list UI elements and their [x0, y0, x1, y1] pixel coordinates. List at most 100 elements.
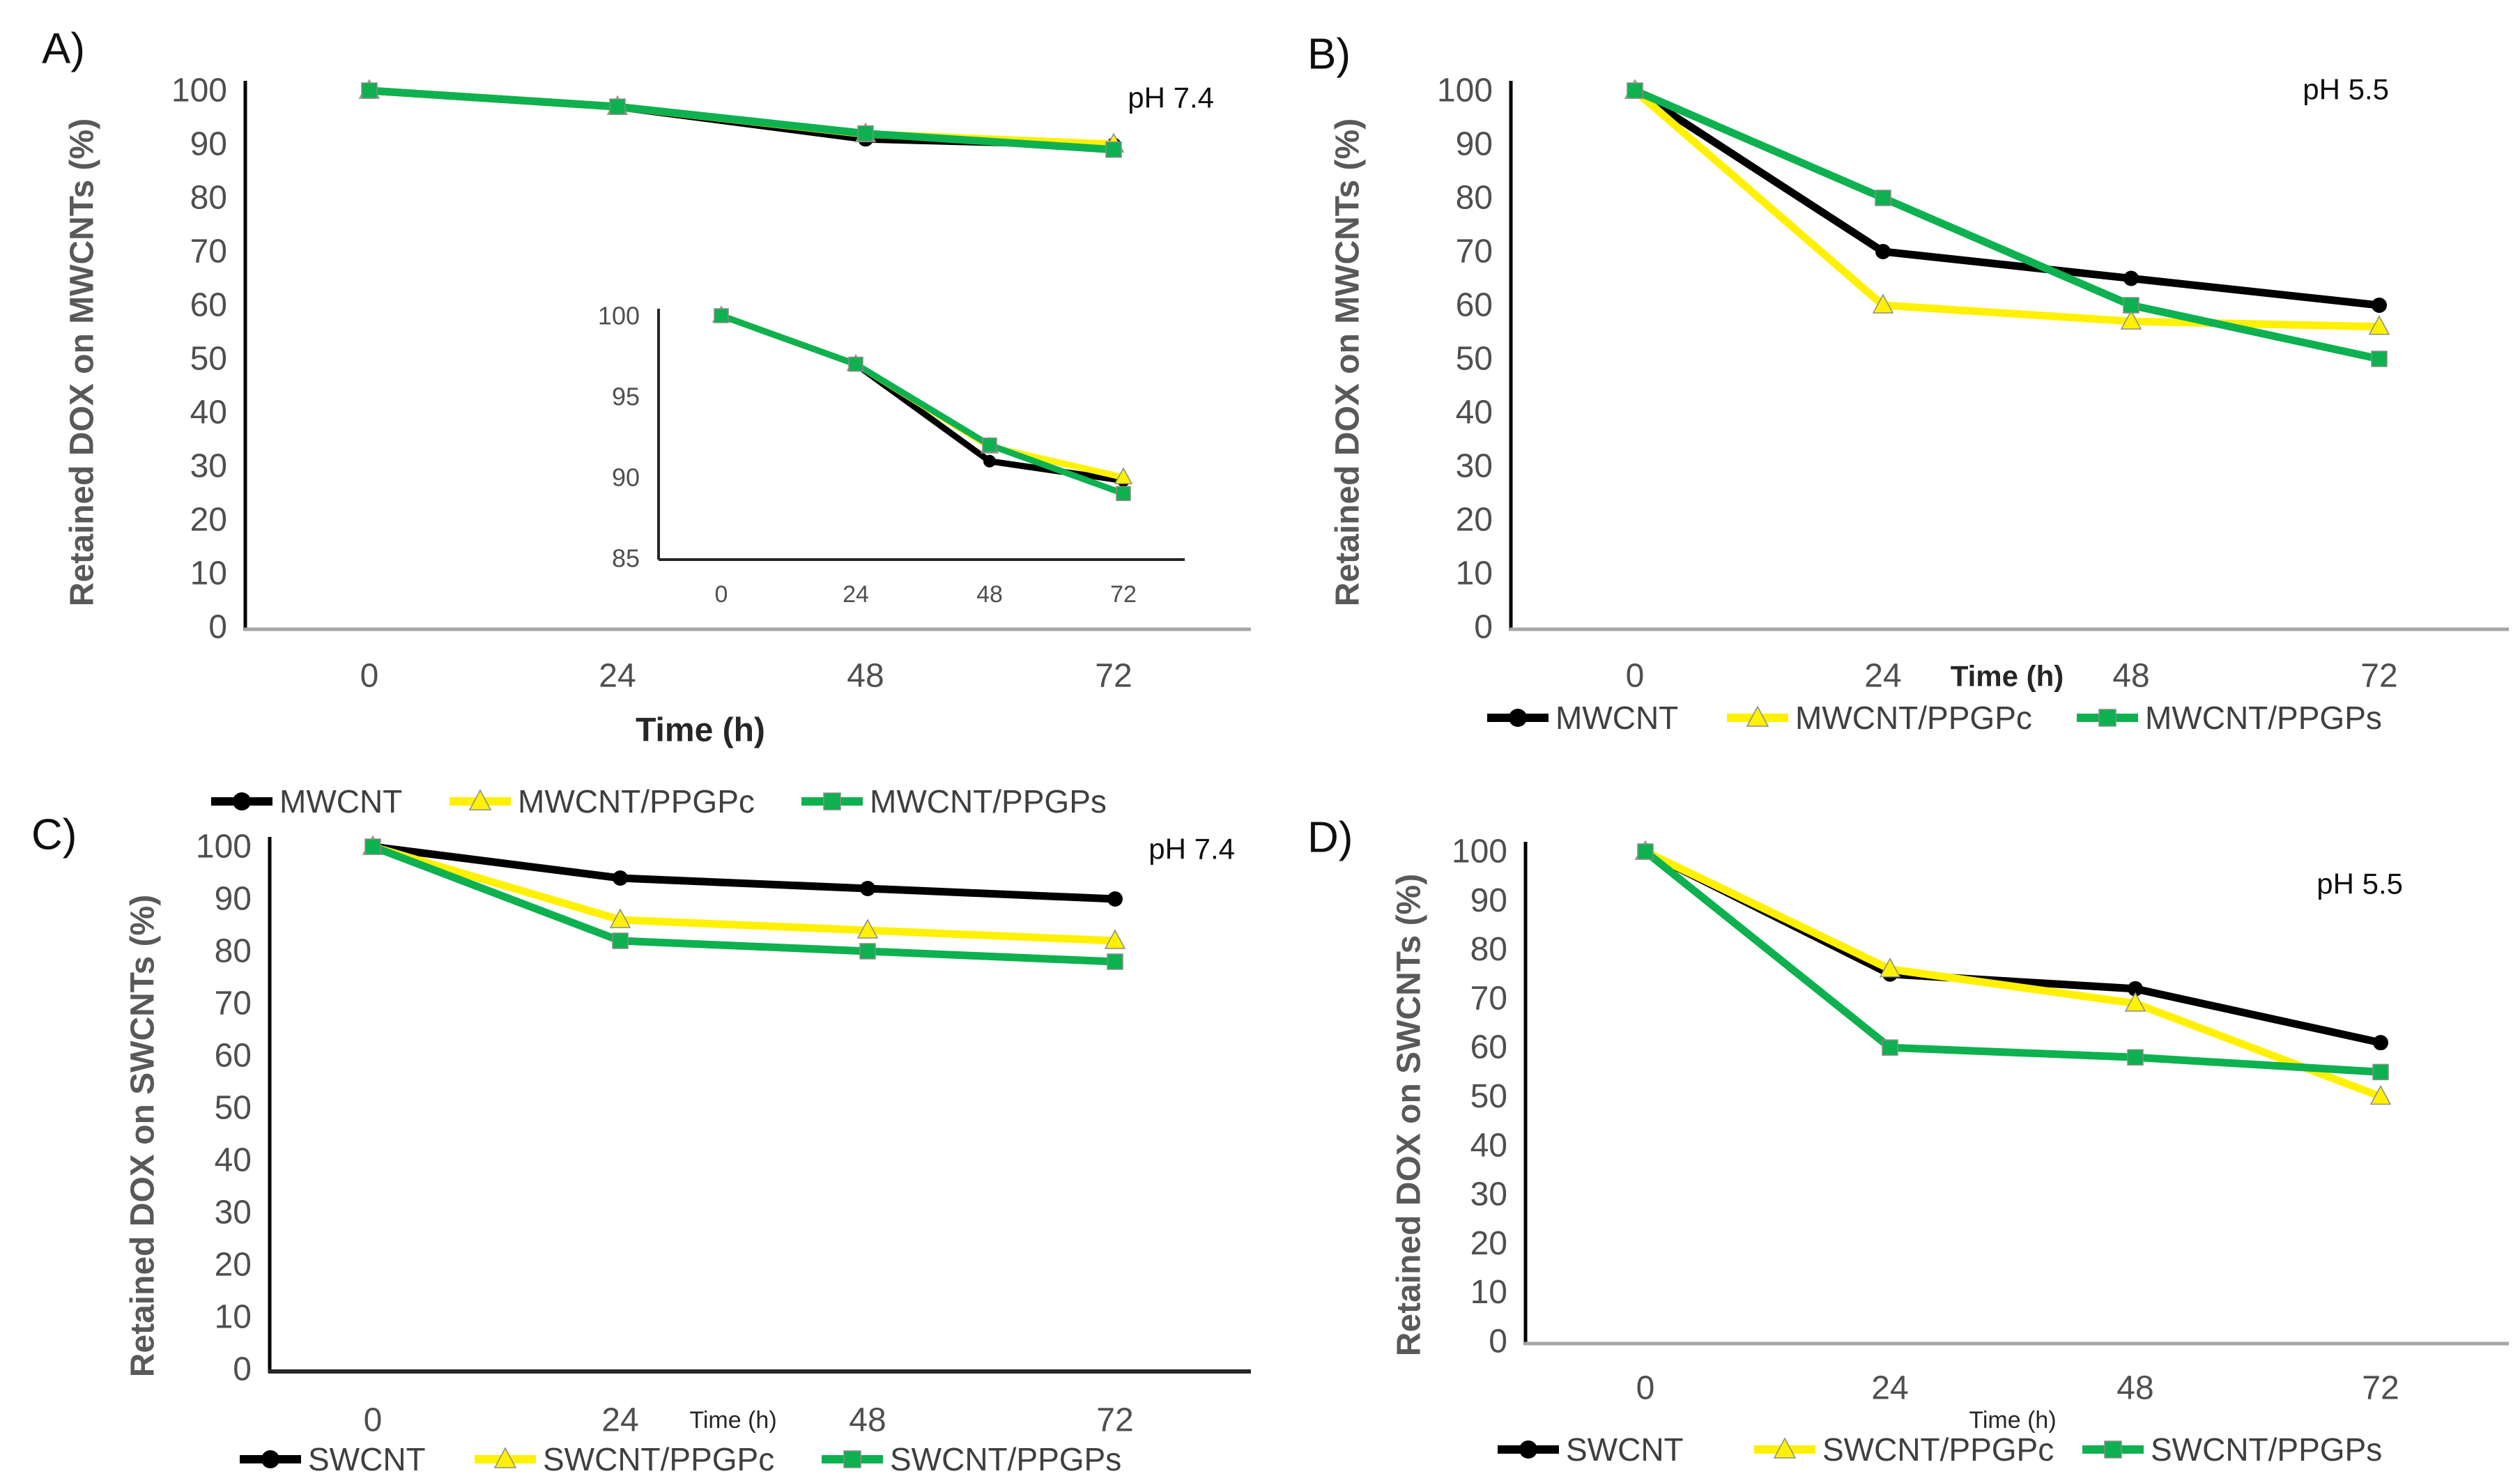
- panel-c-y-tick-label: 30: [215, 1194, 252, 1231]
- panel-a-inset-series-line-2: [718, 312, 1127, 497]
- panel-b-y-tick-label: 90: [1456, 126, 1493, 163]
- panel-a-legend-triangle-marker: [468, 789, 492, 810]
- panel-a-y-axis-title: Retained DOX on MWCNTs (%): [64, 118, 101, 606]
- panel-a-series-marker-2: [1105, 141, 1122, 158]
- panel-a-inset-x-tick-label: 0: [715, 581, 728, 608]
- panel-b-legend-label-1: MWCNT/PPGPc: [1795, 700, 2032, 736]
- panel-a-legend-square-marker: [823, 792, 841, 810]
- panel-d-y-tick-label: 30: [1470, 1176, 1507, 1213]
- panel-d-x-axis-title: Time (h): [1969, 1407, 2056, 1433]
- panel-c-series-line-1: [369, 843, 1119, 945]
- panel-d-series-marker-1: [2124, 992, 2146, 1012]
- panel-c-y-tick-label: 0: [233, 1351, 252, 1388]
- panel-a-legend-label-0: MWCNT: [279, 783, 402, 820]
- panel-c-x-tick-label: 48: [849, 1402, 886, 1439]
- panel-c-y-tick-label: 100: [196, 829, 252, 866]
- panel-b-y-tick-label: 80: [1456, 180, 1493, 217]
- panel-b-series-marker-0: [1875, 244, 1891, 259]
- panel-b-legend-label-0: MWCNT: [1555, 700, 1678, 736]
- panel-a-inset-series-marker-2: [848, 356, 863, 372]
- panel-d-series-marker-1: [2369, 1084, 2392, 1105]
- panel-d-y-tick-label: 40: [1470, 1127, 1507, 1164]
- panel-b-y-tick-label: 50: [1456, 341, 1493, 378]
- panel-b-label: B): [1307, 31, 1351, 79]
- panel-b-series-marker-0: [2123, 270, 2139, 286]
- panel-c-y-tick-label: 20: [215, 1247, 252, 1284]
- panel-c-series-line-2: [369, 843, 1119, 966]
- panel-c-legend-label-2: SWCNT/PPGPs: [890, 1441, 1121, 1476]
- panel-b-series-line-2: [1631, 86, 2383, 363]
- panel-b-series-marker-1: [1872, 293, 1894, 314]
- panel-c-y-axis-title: Retained DOX on SWCNTs (%): [125, 895, 162, 1377]
- panel-a-legend-label-1: MWCNT/PPGPc: [518, 783, 755, 820]
- panel-d-series-marker-2: [1637, 843, 1654, 860]
- panel-b-x-axis-title: Time (h): [1951, 660, 2064, 693]
- panel-b-x-tick-label: 48: [2112, 658, 2149, 695]
- panel-c-series-marker-2: [612, 932, 629, 949]
- panel-c-series-marker-1: [609, 908, 631, 928]
- panel-d-y-tick-label: 90: [1470, 882, 1507, 919]
- panel-d-series-line-0: [1641, 847, 2385, 1047]
- panel-a-inset-series-marker-2: [982, 437, 997, 453]
- panel-a-y-tick-label: 100: [171, 72, 227, 109]
- panel-a-y-tick-label: 70: [190, 233, 227, 270]
- panel-b-series-marker-0: [2372, 298, 2387, 313]
- panel-d-series-marker-2: [2372, 1063, 2389, 1081]
- panel-c-y-tick-label: 90: [215, 881, 252, 918]
- panel-c-y-tick-label: 60: [215, 1038, 252, 1075]
- panel-d-label: D): [1307, 814, 1353, 862]
- panel-a-x-tick-label: 48: [847, 658, 884, 695]
- panel-d-y-tick-label: 100: [1452, 833, 1507, 870]
- panel-b-y-tick-label: 100: [1437, 72, 1493, 109]
- panel-b-series-marker-2: [2371, 351, 2388, 367]
- panel-c-legend-label-1: SWCNT/PPGPc: [543, 1441, 774, 1476]
- panel-a-series-marker-2: [361, 82, 378, 99]
- panel-b-ph-annotation: pH 5.5: [2303, 73, 2389, 106]
- panel-d-series-line-2: [1641, 847, 2385, 1076]
- panel-a-y-tick-label: 40: [190, 394, 227, 431]
- panel-d-series-line-1: [1641, 847, 2385, 1100]
- panel-b-series-line-0: [1631, 86, 2383, 309]
- panel-d-legend-circle-marker: [1519, 1440, 1537, 1459]
- panel-a-inset-y-tick-label: 100: [598, 302, 640, 330]
- panel-b-series-line-1: [1631, 86, 2383, 331]
- panel-b-y-tick-label: 70: [1456, 233, 1493, 270]
- panel-c-legend-square-marker: [843, 1450, 861, 1468]
- panel-b-y-tick-label: 60: [1456, 287, 1493, 324]
- panel-c-y-tick-label: 80: [215, 933, 252, 970]
- panel-a-y-tick-label: 60: [190, 287, 227, 324]
- panel-d-y-tick-label: 0: [1489, 1323, 1507, 1360]
- panel-d-legend-label-2: SWCNT/PPGPs: [2151, 1431, 2382, 1468]
- panel-c-series-marker-2: [1107, 953, 1123, 970]
- panel-a-y-tick-label: 50: [190, 341, 227, 378]
- panel-c-y-tick-label: 70: [215, 985, 252, 1022]
- panel-c-legend-label-0: SWCNT: [308, 1441, 426, 1476]
- panel-a-inset-series-marker-2: [1116, 486, 1131, 501]
- panel-a-x-axis-title: Time (h): [636, 712, 765, 749]
- panel-b-legend-square-marker: [2098, 709, 2116, 727]
- panel-a-series-marker-2: [609, 98, 626, 115]
- panel-c-x-tick-label: 0: [364, 1402, 383, 1439]
- panel-a-inset-x-tick-label: 72: [1110, 581, 1137, 608]
- panel-b-x-tick-label: 24: [1864, 658, 1901, 695]
- panel-b-y-tick-label: 0: [1474, 609, 1493, 646]
- panel-d-x-tick-label: 24: [1871, 1370, 1908, 1407]
- panel-d-series-marker-1: [1879, 958, 1901, 978]
- panel-c-series-marker-2: [364, 838, 381, 855]
- panel-d-legend-triangle-marker: [1773, 1437, 1797, 1459]
- panel-b-series-marker-1: [2120, 309, 2142, 330]
- panel-b-y-tick-label: 40: [1456, 394, 1493, 431]
- panel-d-y-tick-label: 20: [1470, 1225, 1507, 1262]
- panel-c-series-marker-1: [1104, 929, 1126, 949]
- panel-c-series-marker-1: [856, 918, 879, 939]
- panel-a-x-tick-label: 0: [360, 658, 379, 695]
- panel-a-inset-y-tick-label: 90: [612, 463, 640, 492]
- panel-c-legend-circle-marker: [261, 1450, 279, 1468]
- panel-b-series-marker-2: [1627, 82, 1643, 99]
- panel-c-series-line-0: [369, 843, 1119, 903]
- panel-a-inset-x-tick-label: 48: [976, 581, 1003, 608]
- panel-c-series-marker-2: [859, 943, 876, 960]
- panel-b-x-tick-label: 0: [1626, 658, 1645, 695]
- panel-a-ph-annotation: pH 7.4: [1128, 82, 1214, 114]
